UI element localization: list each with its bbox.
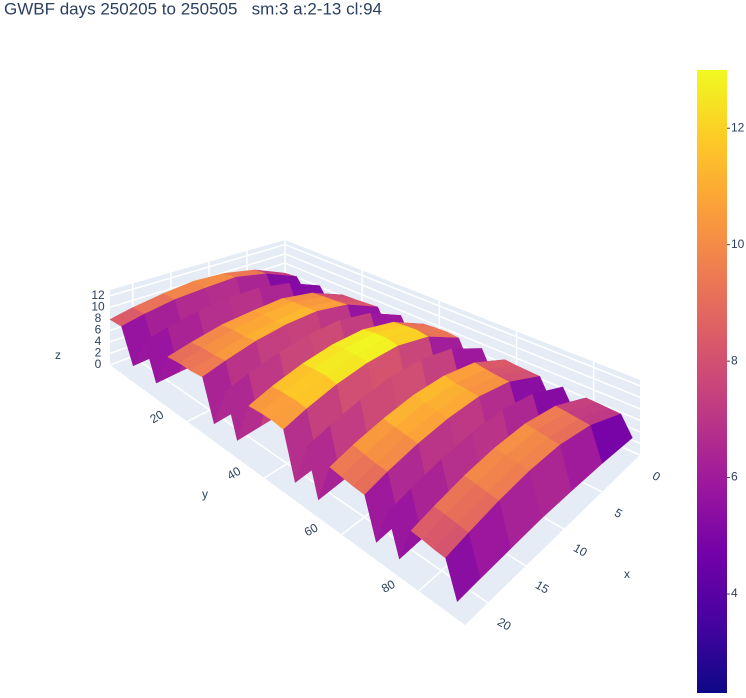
colorbar-tick-label: 6 [731, 470, 738, 484]
colorbar-tick-label: 12 [731, 120, 745, 134]
x-tick-label: 15 [533, 578, 552, 597]
colorbar-tick-label: 8 [731, 353, 738, 367]
z-tick-label: 2 [95, 346, 102, 360]
colorbar-gradient [697, 70, 727, 693]
colorbar-tick-label: 10 [731, 237, 745, 251]
x-tick-label: 0 [650, 469, 663, 485]
z-tick-label: 12 [91, 288, 105, 302]
colorbar: 4 6 8 10 12 [697, 70, 745, 693]
y-tick-label: 20 [147, 407, 166, 426]
z-tick-label: 8 [95, 311, 102, 325]
y-axis-title: y [202, 487, 208, 501]
z-grid-line [109, 243, 286, 297]
z-tick-label: 10 [91, 299, 105, 313]
z-tick-label: 6 [95, 323, 102, 337]
chart-title: GWBF days 250205 to 250505 sm:3 a:2-13 c… [4, 0, 382, 18]
z-grid-line [284, 262, 641, 410]
y-tick-label: 60 [302, 520, 321, 539]
z-tick-label: 0 [95, 357, 102, 371]
x-tick-label: 10 [571, 541, 590, 560]
x-tick-label: 20 [495, 615, 514, 634]
x-grid-line [132, 355, 489, 604]
z-grid-line [284, 253, 641, 399]
z-axis-title: z [55, 348, 61, 362]
colorbar-tick-label: 4 [731, 586, 738, 600]
x-tick-label: 5 [612, 506, 625, 522]
z-tick-label: 4 [95, 334, 102, 348]
surface-patch [445, 532, 481, 602]
y-tick-label: 80 [379, 577, 398, 596]
y-tick-label: 40 [225, 464, 244, 483]
z-grid-line [284, 243, 641, 387]
x-axis-title: x [624, 567, 630, 581]
